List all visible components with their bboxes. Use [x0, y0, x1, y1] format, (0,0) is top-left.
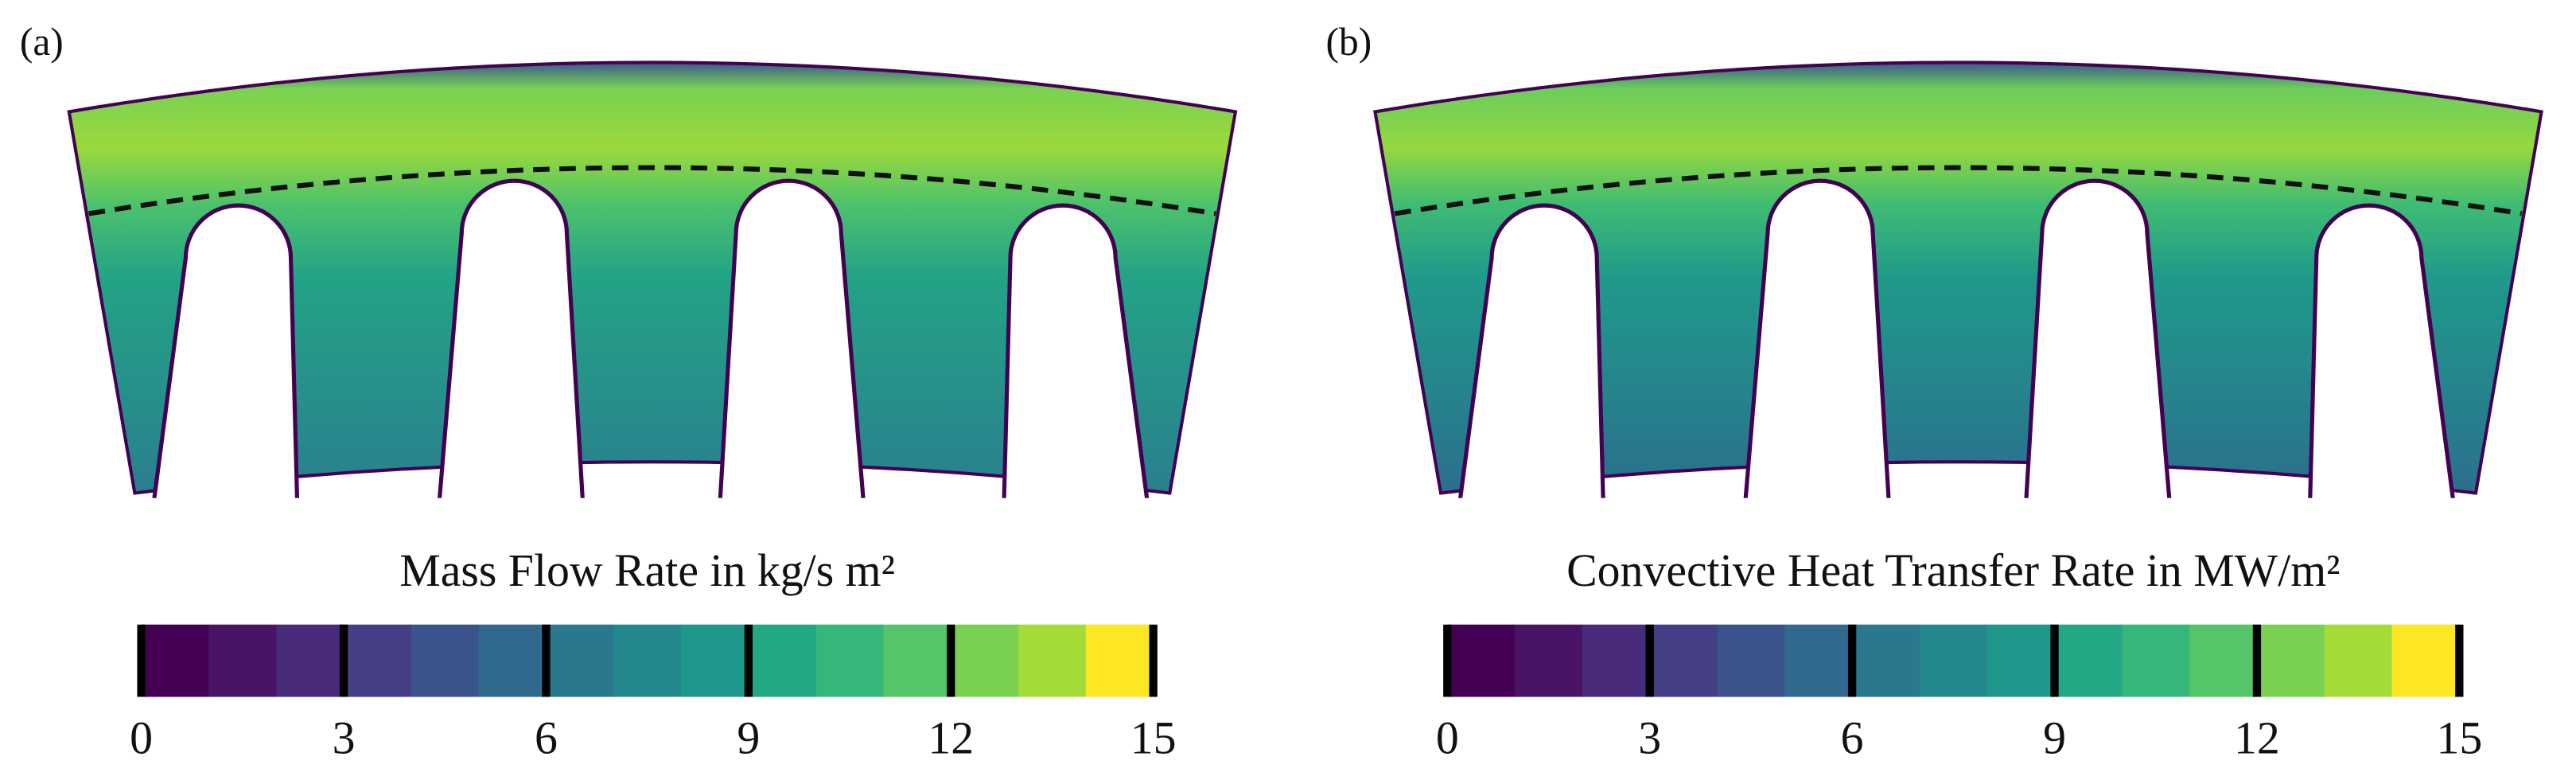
colorbar-segment [1784, 624, 1854, 697]
colorbar-segment [815, 624, 885, 697]
slot [1742, 178, 1892, 512]
colorbar-segment [344, 624, 412, 697]
panel-label: (a) [20, 20, 64, 64]
boundary-line [88, 165, 1216, 216]
colorbar-segment [2391, 624, 2461, 697]
colorbar-segment [546, 624, 615, 697]
colorbar-tick-label: 9 [737, 712, 760, 764]
colorbar-tick-label: 12 [2234, 712, 2280, 764]
boundary-line [1394, 165, 2523, 216]
colorbar-segment [951, 624, 1020, 697]
colorbar-tick-label: 3 [333, 712, 356, 764]
colorbar-segment [1986, 624, 2056, 697]
slot [150, 203, 300, 512]
colorbar-segment [1085, 624, 1154, 697]
colorbar-segment [1447, 624, 1516, 697]
colorbar-segment [748, 624, 817, 697]
colorbar-segment [883, 624, 952, 697]
colorbar-segment [1018, 624, 1087, 697]
colorbar-segment [1649, 624, 1718, 697]
colorbar-tick-label: 0 [1436, 712, 1459, 764]
mask [65, 497, 1249, 548]
colorbar-tick-label: 6 [535, 712, 558, 764]
colorbar-title: Mass Flow Rate in kg/s m² [399, 544, 895, 596]
colorbar-tick-label: 6 [1841, 712, 1864, 764]
colorbar-tick-label: 12 [928, 712, 974, 764]
colorbar-segment [411, 624, 480, 697]
colorbar-segment [1582, 624, 1651, 697]
slot [2023, 178, 2173, 512]
slot [1002, 203, 1151, 512]
panel-label: (b) [1325, 20, 1372, 64]
colorbar-segment [2189, 624, 2258, 697]
colorbar-tick-label: 0 [130, 712, 153, 764]
colorbar-title: Convective Heat Transfer Rate in MW/m² [1566, 544, 2340, 596]
colorbar-tick-label: 9 [2043, 712, 2066, 764]
colorbar-segment [1919, 624, 1988, 697]
slot [2307, 203, 2457, 512]
colorbar-segment [1717, 624, 1786, 697]
colorbar-segment [613, 624, 683, 697]
slot [436, 178, 586, 512]
colorbar-tick-label: 15 [1130, 712, 1177, 764]
colorbar-segment [2054, 624, 2123, 697]
colorbar-segment [2122, 624, 2191, 697]
mask [1372, 497, 2555, 548]
slot [1456, 203, 1606, 512]
colorbar-segment [276, 624, 345, 697]
colorbar-segment [208, 624, 278, 697]
slot [717, 178, 867, 512]
colorbar-tick-label: 3 [1638, 712, 1661, 764]
colorbar-segment [141, 624, 210, 697]
colorbar-tick-label: 15 [2436, 712, 2482, 764]
colorbar-segment [2256, 624, 2325, 697]
colorbar-segment [681, 624, 749, 697]
colorbar-segment [1515, 624, 1583, 697]
colorbar-segment [2324, 624, 2393, 697]
colorbar-segment [1852, 624, 1920, 697]
colorbar-segment [478, 624, 547, 697]
